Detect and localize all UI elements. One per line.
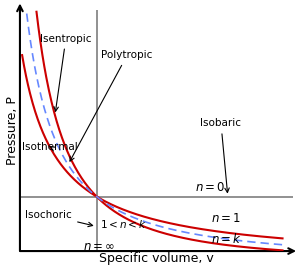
Text: Isothermal: Isothermal bbox=[22, 142, 78, 151]
Text: Polytropic: Polytropic bbox=[70, 50, 153, 161]
Text: $n = 1$: $n = 1$ bbox=[212, 212, 242, 225]
Text: $n = 0$: $n = 0$ bbox=[195, 181, 226, 194]
X-axis label: Specific volume, v: Specific volume, v bbox=[99, 253, 214, 265]
Text: $n = k$: $n = k$ bbox=[212, 232, 242, 246]
Text: Isobaric: Isobaric bbox=[200, 118, 242, 192]
Y-axis label: Pressure, P: Pressure, P bbox=[6, 96, 19, 165]
Text: $n = \infty$: $n = \infty$ bbox=[83, 240, 116, 253]
Text: Isentropic: Isentropic bbox=[40, 34, 92, 111]
Text: $1 < n < k$: $1 < n < k$ bbox=[100, 218, 147, 230]
Text: Isochoric: Isochoric bbox=[26, 210, 93, 227]
